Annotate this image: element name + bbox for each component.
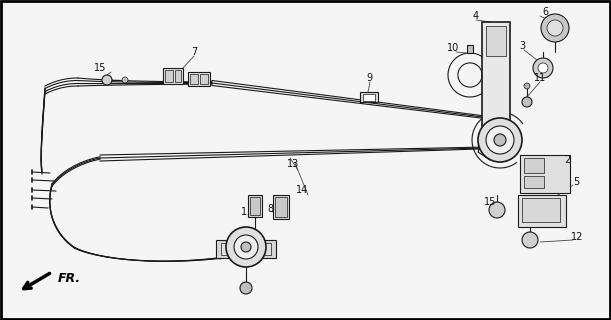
Text: 5: 5 [573, 177, 579, 187]
Bar [250, 197, 260, 215]
Circle shape [486, 126, 514, 154]
Bar [273, 195, 289, 219]
Circle shape [234, 235, 258, 259]
Text: 15: 15 [94, 63, 106, 73]
Bar [482, 22, 510, 142]
Bar [200, 74, 208, 84]
Text: 4: 4 [473, 11, 479, 21]
Bar [216, 240, 276, 258]
Circle shape [533, 58, 553, 78]
Text: 2: 2 [564, 155, 570, 165]
Bar [520, 155, 570, 193]
Text: 6: 6 [542, 7, 548, 17]
Circle shape [541, 14, 569, 42]
Circle shape [226, 227, 266, 267]
Text: 7: 7 [191, 47, 197, 57]
Circle shape [547, 20, 563, 36]
Bar [524, 176, 544, 188]
Bar [467, 45, 473, 53]
Circle shape [522, 232, 538, 248]
Circle shape [102, 75, 112, 85]
Text: 8: 8 [267, 204, 273, 214]
Bar [363, 94, 375, 101]
Text: 11: 11 [534, 73, 546, 83]
Circle shape [241, 242, 251, 252]
Circle shape [240, 282, 252, 294]
Bar [175, 70, 181, 82]
Bar [486, 26, 506, 56]
Text: 9: 9 [366, 73, 372, 83]
Bar [360, 92, 378, 102]
Circle shape [489, 202, 505, 218]
Circle shape [122, 77, 128, 83]
Circle shape [524, 83, 530, 89]
Text: 10: 10 [447, 43, 459, 53]
Circle shape [478, 118, 522, 162]
Text: 3: 3 [519, 41, 525, 51]
Bar [248, 195, 262, 217]
Bar [524, 158, 544, 173]
Bar [275, 197, 287, 217]
Bar [522, 198, 560, 222]
Circle shape [494, 134, 506, 146]
Bar [518, 195, 566, 227]
Text: 14: 14 [296, 185, 308, 195]
Bar [221, 243, 271, 255]
Bar [163, 68, 183, 84]
Circle shape [538, 63, 548, 73]
Text: 13: 13 [287, 159, 299, 169]
Text: 15: 15 [484, 197, 496, 207]
Text: 12: 12 [571, 232, 583, 242]
Bar [188, 72, 210, 86]
Bar [165, 70, 173, 82]
Text: 1: 1 [241, 207, 247, 217]
Circle shape [522, 97, 532, 107]
Text: FR.: FR. [58, 271, 81, 284]
Bar [190, 74, 198, 84]
